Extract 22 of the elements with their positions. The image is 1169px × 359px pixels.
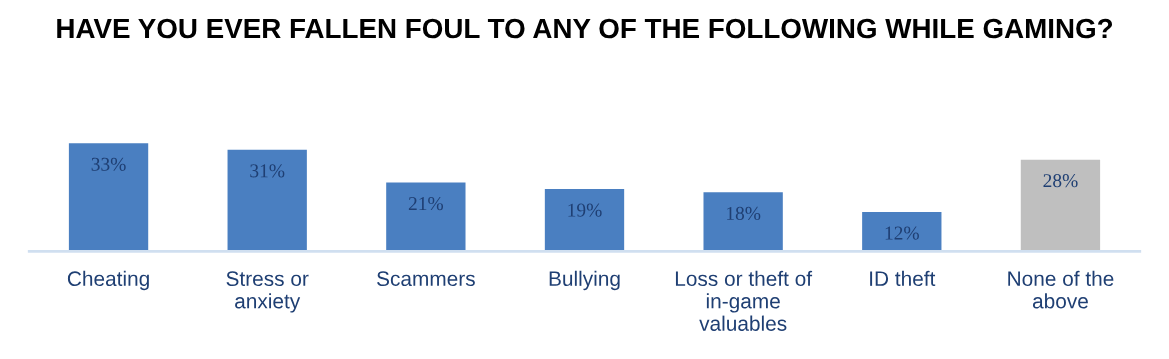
data-label: 33%: [91, 157, 126, 171]
x-tick-label: Bullying: [549, 270, 620, 291]
bar: [386, 182, 466, 252]
x-tick-label: ID theft: [870, 270, 936, 287]
chart-title: HAVE YOU EVER FALLEN FOUL TO ANY OF THE FOLLOWING WHILE GAMING?: [57, 18, 1113, 39]
bar: [227, 149, 307, 252]
data-label: 19%: [568, 203, 602, 217]
data-label: 31%: [250, 164, 285, 178]
data-label: 21%: [408, 197, 444, 211]
bar: [68, 143, 149, 252]
bar: [703, 192, 783, 252]
bar: [544, 189, 625, 252]
x-tick-label: Loss or theft of in-game valuables: [675, 270, 813, 331]
data-label: 12%: [885, 226, 919, 240]
bar: [862, 212, 942, 252]
bar: [1020, 159, 1101, 252]
x-tick-label: Cheating: [67, 270, 149, 291]
data-label: 28%: [1043, 174, 1078, 188]
data-label: 18%: [727, 206, 761, 220]
x-tick-label: Scammers: [377, 271, 475, 287]
x-tick-label: None of the above: [1008, 270, 1114, 309]
x-tick-label: Stress or anxiety: [226, 271, 309, 313]
